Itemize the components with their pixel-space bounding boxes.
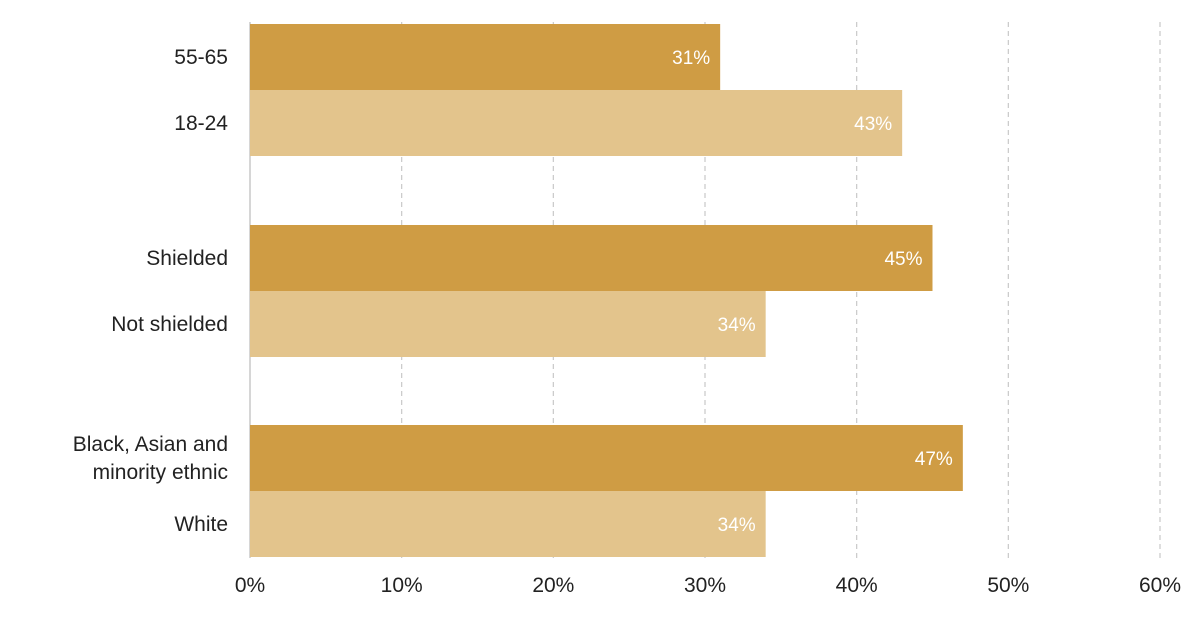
x-tick-label: 0%: [235, 574, 265, 597]
bar-55-65: [250, 24, 721, 90]
data-label: 34%: [718, 315, 756, 336]
bar-black-asian-and-minority-ethnic: [250, 425, 963, 491]
x-tick-label: 10%: [381, 574, 423, 597]
bar-shielded: [250, 225, 933, 291]
x-tick-label: 50%: [987, 574, 1029, 597]
bar-white: [250, 491, 766, 557]
category-label: White: [174, 513, 228, 536]
x-axis-ticks: 0% 10% 20% 30% 40% 50% 60%: [235, 574, 1181, 597]
category-label: 55-65: [174, 46, 228, 69]
category-labels: 55-65 18-24 Shielded Not shielded Black, Asi…: [73, 46, 229, 536]
data-label: 34%: [718, 515, 756, 536]
data-label: 45%: [884, 249, 922, 270]
data-label: 43%: [854, 114, 892, 135]
bar-18-24: [250, 90, 903, 156]
x-tick-label: 20%: [532, 574, 574, 597]
category-label: Not shielded: [111, 313, 228, 336]
x-tick-label: 40%: [836, 574, 878, 597]
x-tick-label: 60%: [1139, 574, 1181, 597]
category-label: 18-24: [174, 112, 228, 135]
bar-not-shielded: [250, 291, 766, 357]
x-tick-label: 30%: [684, 574, 726, 597]
category-label: Shielded: [146, 247, 228, 270]
data-label: 31%: [672, 48, 710, 69]
data-label: 47%: [915, 449, 953, 470]
category-label: Black, Asian and minority ethnic: [73, 433, 228, 484]
bars: 31% 43% 45% 34% 47% 34%: [250, 24, 963, 557]
